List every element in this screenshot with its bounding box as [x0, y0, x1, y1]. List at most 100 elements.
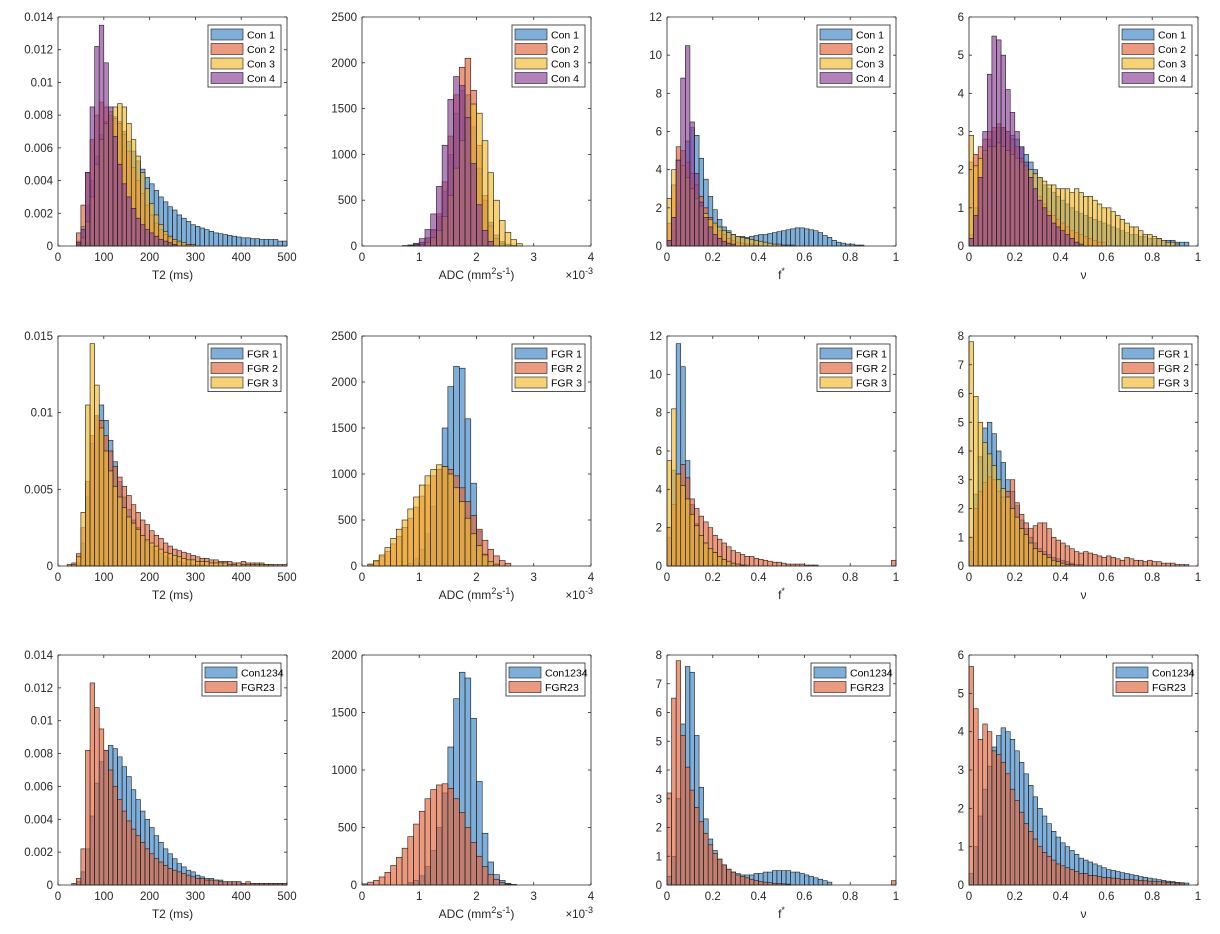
legend-label: Con 4	[247, 73, 275, 85]
bar	[447, 473, 454, 567]
bar	[730, 871, 736, 886]
bar	[240, 237, 247, 247]
bar	[441, 783, 449, 886]
x-tick-label: 0.4	[751, 572, 768, 584]
bar	[1156, 238, 1162, 247]
x-tick-label: 1	[416, 572, 422, 584]
bar	[195, 878, 201, 886]
x-tick-label: 1	[1195, 891, 1201, 903]
bar	[204, 561, 210, 567]
bar	[1060, 562, 1066, 567]
y-tick-label: 4	[656, 765, 663, 777]
y-tick-label: 8	[656, 408, 662, 420]
bar	[135, 217, 141, 247]
bar	[1151, 561, 1158, 567]
legend-swatch	[508, 666, 542, 679]
bar	[176, 556, 182, 567]
bar	[1064, 234, 1071, 247]
y-tick-label: 0.002	[24, 847, 53, 859]
y-tick-label: 0.006	[24, 781, 53, 793]
bar	[481, 230, 489, 247]
bar	[227, 235, 233, 247]
x-tick-label: 0.4	[1053, 572, 1070, 584]
series-fgr-3	[666, 408, 746, 567]
x-tick-label: 0.6	[1098, 891, 1114, 903]
legend-swatch	[514, 376, 548, 389]
legend-label: FGR 2	[1158, 363, 1189, 375]
bar	[121, 810, 128, 886]
bar	[1019, 811, 1025, 886]
bar	[671, 697, 677, 886]
bar	[98, 728, 105, 886]
bar	[1000, 488, 1006, 567]
bar	[996, 754, 1002, 886]
bar	[430, 213, 437, 247]
x-tick-label: 0	[359, 252, 365, 264]
bar	[1019, 146, 1025, 247]
bar	[1170, 241, 1176, 247]
bar	[413, 823, 420, 886]
x-tick-label: 0.4	[1053, 252, 1070, 264]
legend-label: FGR 3	[247, 378, 278, 390]
legend: Con 1 Con 2 Con 3 Con 4	[1118, 24, 1193, 88]
bar	[1147, 234, 1153, 247]
bar	[707, 548, 714, 567]
y-tick-label: 0.014	[24, 12, 53, 24]
x-tick-label: 1	[416, 891, 422, 903]
bar	[739, 237, 746, 247]
bar	[762, 881, 769, 886]
bar	[749, 239, 755, 247]
legend-swatch	[1121, 376, 1155, 389]
bar	[112, 485, 118, 567]
bar	[176, 240, 182, 247]
x-tick-label: 1	[893, 572, 899, 584]
y-tick-label: 8	[958, 331, 964, 343]
bar	[666, 460, 672, 567]
x-tick-label: 1	[893, 252, 899, 264]
legend-swatch	[813, 666, 847, 679]
y-tick-label: 1	[958, 532, 964, 544]
bar	[753, 558, 759, 567]
bar	[1161, 881, 1167, 886]
y-tick-label: 1500	[331, 708, 357, 720]
x-tick-label: 0.8	[1144, 891, 1160, 903]
bar	[772, 870, 778, 886]
x-tick-label: 0.8	[1144, 252, 1160, 264]
bar	[1124, 557, 1130, 567]
bar	[758, 558, 764, 567]
bar	[685, 45, 691, 247]
bar	[76, 556, 82, 567]
x-tick-label: 4	[588, 891, 595, 903]
bar	[85, 172, 91, 247]
bar	[167, 868, 173, 886]
bar	[891, 559, 897, 567]
x-tick-label: 200	[140, 572, 159, 584]
bar	[407, 508, 414, 567]
bar	[436, 464, 443, 567]
y-tick-label: 0.012	[24, 683, 53, 695]
y-tick-label: 4	[958, 88, 965, 100]
bar	[1055, 863, 1061, 886]
bar	[378, 876, 386, 886]
y-tick-label: 0	[47, 880, 53, 892]
bar	[1133, 879, 1139, 886]
bar	[144, 848, 150, 886]
legend-swatch	[813, 681, 847, 693]
bar	[282, 240, 288, 247]
legend-label: FGR 2	[856, 363, 887, 375]
bar	[762, 559, 769, 567]
bar	[891, 880, 897, 886]
bar	[799, 873, 805, 886]
y-tick-label: 2000	[331, 58, 357, 70]
bar	[1037, 846, 1043, 886]
bar	[130, 522, 137, 567]
bar	[103, 749, 109, 886]
legend-label: FGR 3	[1158, 378, 1189, 390]
bar	[1124, 222, 1130, 247]
bar	[968, 135, 974, 247]
legend-swatch	[1115, 666, 1149, 679]
bar	[1014, 516, 1020, 567]
x-axis-label: ν	[1081, 907, 1087, 921]
bar	[199, 561, 205, 567]
